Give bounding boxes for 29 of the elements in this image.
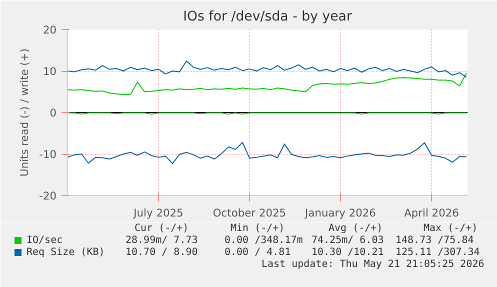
y-tick-label: 0 xyxy=(50,106,57,120)
x-tick-label: October 2025 xyxy=(212,206,286,220)
y-tick-label: 20 xyxy=(42,24,57,36)
y-axis-title: Units read (-) / write (+) xyxy=(18,48,32,176)
text: 148.73 /75.84 xyxy=(396,235,474,246)
x-tick-label: April 2026 xyxy=(404,206,460,220)
chart-title: IOs for /dev/sda - by year xyxy=(183,10,352,24)
text: Avg (-/+) xyxy=(328,223,383,234)
line-series xyxy=(68,142,467,164)
text: 0.00 / 4.81 xyxy=(224,247,291,258)
text: 125.11 /307.34 xyxy=(396,247,480,258)
text: 28.99m/ 7.73 xyxy=(126,235,198,246)
legend-label: Req Size (KB) xyxy=(26,247,105,258)
y-tick-label: 10 xyxy=(42,65,57,78)
text: 0.00 /348.17m xyxy=(224,235,303,246)
text: Cur (-/+) xyxy=(134,223,189,234)
y-tick-label: -20 xyxy=(39,190,57,202)
x-tick-label: January 2026 xyxy=(304,206,376,220)
text: 10.70 / 8.90 xyxy=(126,247,198,258)
line-series xyxy=(68,72,467,96)
text: Min (-/+) xyxy=(230,223,285,234)
text: Max (-/+) xyxy=(424,223,478,234)
y-tick-label: -10 xyxy=(39,148,57,161)
text: 10.30 /10.21 xyxy=(312,247,384,258)
legend-label: IO/sec xyxy=(26,235,63,246)
x-tick-label: July 2025 xyxy=(132,206,184,220)
line-series xyxy=(68,60,467,78)
text: 74.25m/ 6.03 xyxy=(312,235,384,246)
text: Last update: Thu May 21 21:05:25 2026 xyxy=(262,259,484,270)
